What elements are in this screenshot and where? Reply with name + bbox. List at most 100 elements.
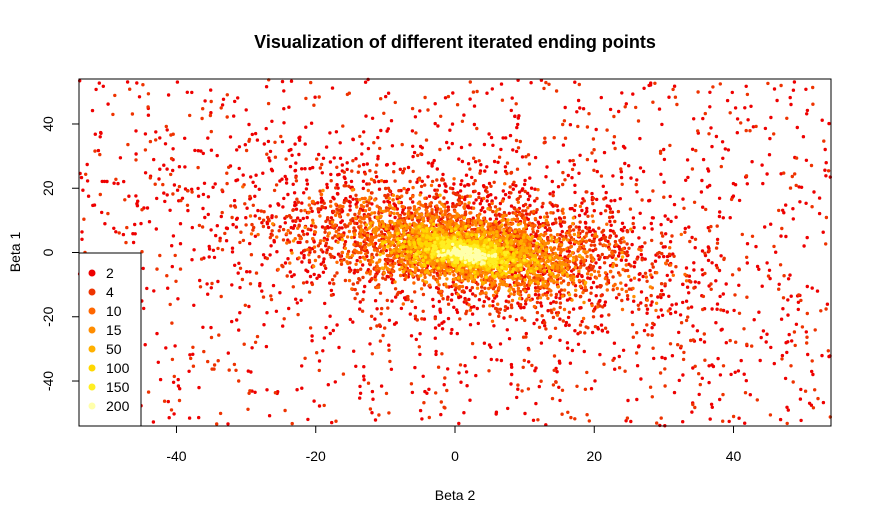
data-point <box>133 232 137 236</box>
data-point <box>556 160 561 164</box>
data-point <box>469 305 473 310</box>
data-point <box>254 271 259 275</box>
data-point <box>388 259 393 263</box>
data-point <box>397 214 401 218</box>
data-point <box>82 217 86 221</box>
data-point <box>392 161 396 166</box>
data-point <box>351 320 355 324</box>
data-point <box>365 204 369 208</box>
data-point <box>674 215 678 219</box>
data-point <box>782 171 786 175</box>
data-point <box>254 173 258 177</box>
data-point <box>460 289 464 294</box>
data-point <box>799 418 803 423</box>
data-point <box>315 276 319 280</box>
data-point <box>190 190 194 194</box>
data-point <box>810 286 814 290</box>
data-point <box>700 249 705 253</box>
data-point <box>420 417 424 421</box>
data-point <box>582 199 586 203</box>
data-point <box>460 119 465 124</box>
data-point <box>547 82 551 87</box>
data-point <box>689 338 693 343</box>
data-point <box>235 148 239 152</box>
data-point <box>455 331 459 336</box>
data-point <box>178 242 183 246</box>
data-point <box>637 307 641 311</box>
data-point <box>216 246 220 251</box>
data-point <box>404 264 408 268</box>
data-point <box>520 316 524 320</box>
data-point <box>532 304 537 309</box>
data-point <box>502 210 507 215</box>
data-point <box>346 261 350 266</box>
data-point <box>362 374 366 378</box>
data-point <box>550 310 554 315</box>
data-point <box>306 227 310 231</box>
data-point <box>791 88 796 92</box>
data-point <box>748 129 752 133</box>
data-point <box>345 198 349 203</box>
data-point <box>571 282 576 286</box>
data-point <box>536 285 540 290</box>
data-point <box>494 196 498 200</box>
data-point <box>584 239 589 243</box>
data-point <box>690 410 694 414</box>
data-point <box>792 80 797 84</box>
data-point <box>457 201 462 206</box>
data-point <box>471 206 476 210</box>
data-point <box>193 148 197 153</box>
data-point <box>178 267 183 271</box>
data-point <box>571 228 576 232</box>
data-point <box>698 337 703 342</box>
data-point <box>595 305 600 309</box>
data-point <box>514 102 518 106</box>
data-point <box>701 307 705 312</box>
data-point <box>556 208 560 213</box>
data-point <box>84 172 88 176</box>
data-point <box>324 219 328 224</box>
data-point <box>798 200 802 204</box>
data-point <box>177 184 182 189</box>
data-point <box>672 390 677 395</box>
data-point <box>218 239 222 243</box>
data-point <box>365 236 369 240</box>
data-point <box>248 270 252 274</box>
data-point <box>361 162 366 167</box>
data-point <box>656 315 661 319</box>
data-point <box>209 99 213 104</box>
data-point <box>382 200 386 204</box>
data-point <box>443 189 447 193</box>
data-point <box>620 221 625 225</box>
data-point <box>348 195 353 199</box>
data-point <box>650 216 655 220</box>
data-point <box>363 196 367 201</box>
data-point <box>153 182 157 186</box>
data-point <box>486 225 490 229</box>
data-point <box>368 269 373 274</box>
data-point <box>597 226 601 230</box>
data-point <box>641 169 646 174</box>
data-point <box>226 351 230 355</box>
data-point <box>230 250 235 254</box>
data-point <box>475 306 479 311</box>
data-point <box>273 391 278 395</box>
data-point <box>503 308 507 312</box>
data-point <box>505 161 510 165</box>
data-point <box>793 343 797 348</box>
data-point <box>321 349 325 353</box>
data-point <box>769 222 773 226</box>
data-point <box>534 401 538 406</box>
data-point <box>390 144 395 148</box>
data-point <box>366 188 370 193</box>
data-point <box>737 198 742 203</box>
data-point <box>573 293 578 297</box>
data-point <box>663 356 667 361</box>
data-point <box>282 121 286 125</box>
data-point <box>418 332 422 336</box>
data-point <box>188 353 192 357</box>
data-point <box>360 309 365 313</box>
data-point <box>212 363 217 367</box>
data-point <box>235 318 239 322</box>
data-point <box>535 310 540 315</box>
